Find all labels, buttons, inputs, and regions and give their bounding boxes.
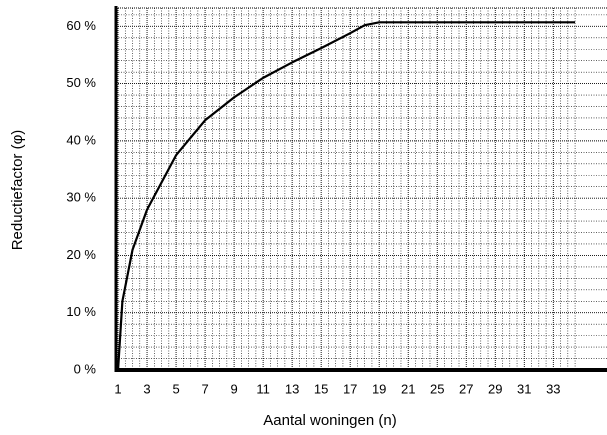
x-axis-label: Aantal woningen (n): [263, 412, 396, 429]
x-tick-label: 31: [517, 381, 531, 396]
x-tick-label: 27: [459, 381, 473, 396]
x-tick-label: 5: [172, 381, 179, 396]
x-tick-label: 9: [230, 381, 237, 396]
x-tick-label: 3: [143, 381, 150, 396]
x-tick-label: 11: [256, 381, 270, 396]
x-tick-label: 19: [372, 381, 386, 396]
y-tick-label: 30 %: [66, 190, 96, 205]
y-axis-label: Reductiefactor (φ): [9, 130, 26, 251]
y-tick-label: 0 %: [74, 361, 97, 376]
y-tick-label: 10 %: [66, 304, 96, 319]
x-tick-label: 7: [201, 381, 208, 396]
y-tick-label: 20 %: [66, 247, 96, 262]
data-line: [116, 21, 576, 371]
x-tick-label: 15: [314, 381, 328, 396]
x-tick-label: 29: [488, 381, 502, 396]
y-tick-label: 50 %: [66, 75, 96, 90]
y-tick-label: 40 %: [66, 132, 96, 147]
x-tick-label: 33: [546, 381, 560, 396]
y-tick-label: 60 %: [66, 18, 96, 33]
x-tick-label: 25: [430, 381, 444, 396]
x-tick-label: 21: [401, 381, 415, 396]
x-tick-label: 1: [114, 381, 121, 396]
x-tick-label: 17: [343, 381, 357, 396]
x-tick-label: 13: [285, 381, 299, 396]
